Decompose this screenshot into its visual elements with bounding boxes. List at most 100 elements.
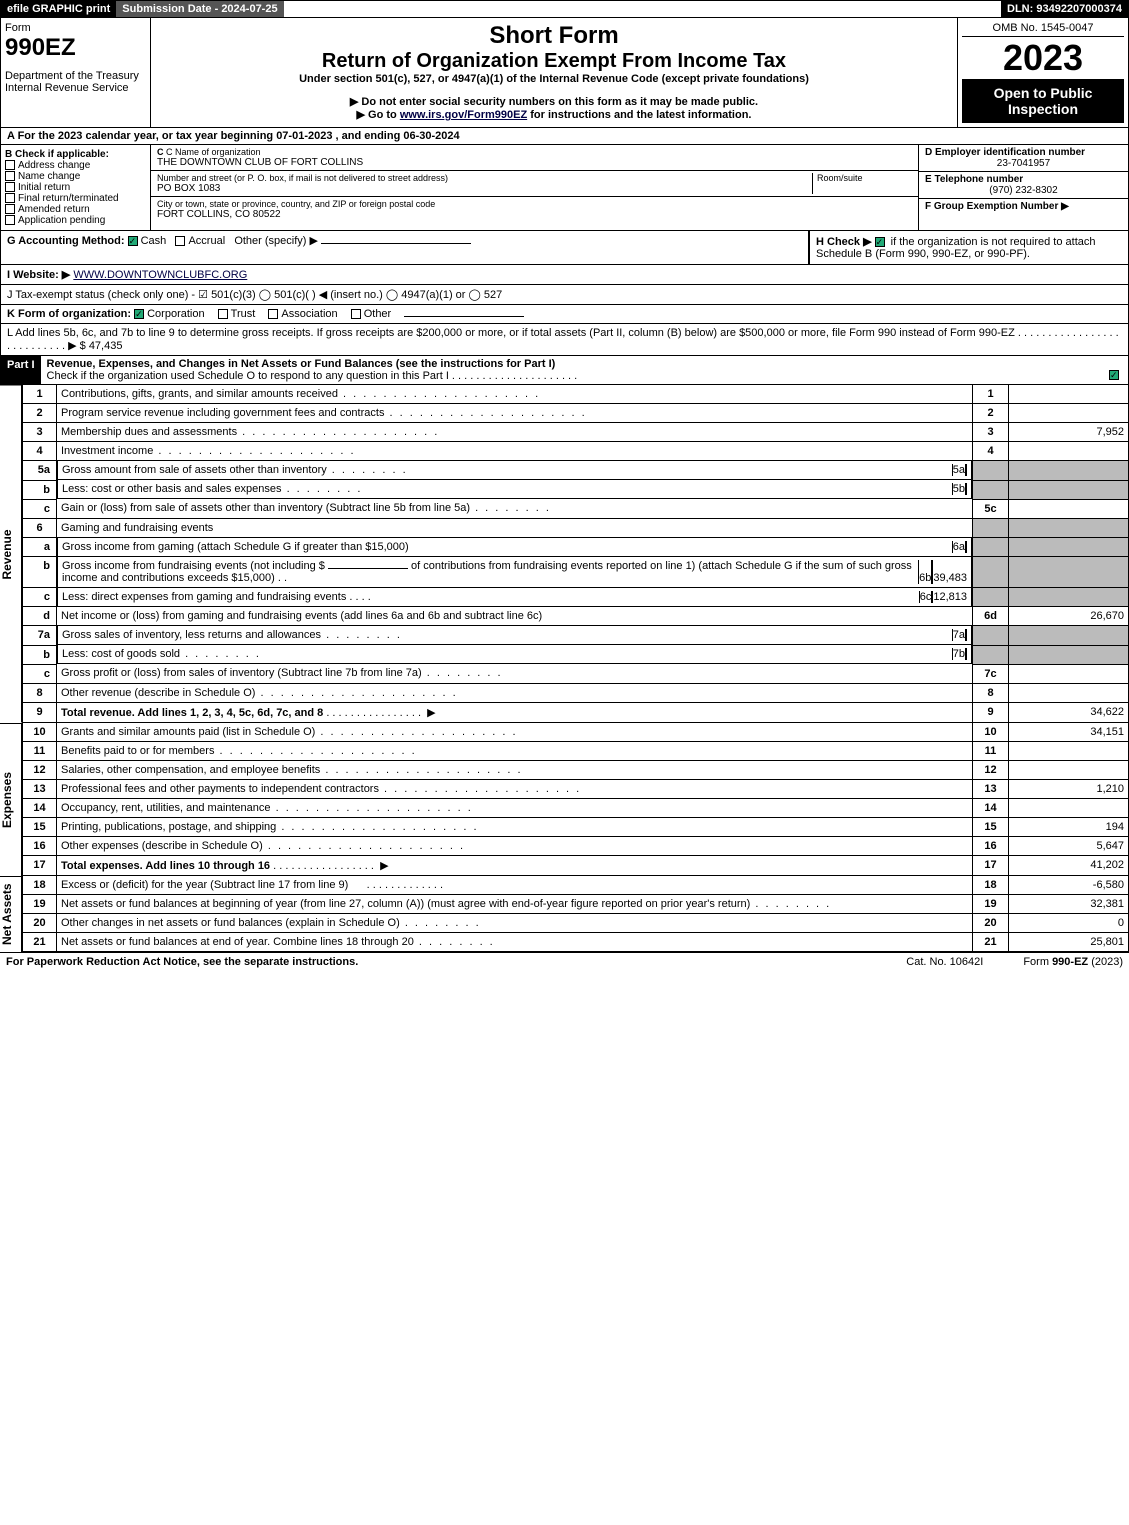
l5a-desc: Gross amount from sale of assets other t… <box>62 464 408 476</box>
chk-trust[interactable] <box>218 309 228 319</box>
chk-schedule-b[interactable] <box>875 237 885 247</box>
row-j: J Tax-exempt status (check only one) - ☑… <box>0 285 1129 305</box>
chk-name-change[interactable] <box>5 171 15 181</box>
accounting-method-label: G Accounting Method: <box>7 235 125 247</box>
footer-left: For Paperwork Reduction Act Notice, see … <box>6 956 866 968</box>
row-g: G Accounting Method: Cash Accrual Other … <box>0 231 809 265</box>
chk-address-change[interactable] <box>5 160 15 170</box>
l3-val: 7,952 <box>1009 423 1129 442</box>
revenue-side-label: Revenue <box>0 385 22 723</box>
line-21: 21Net assets or fund balances at end of … <box>23 932 1129 951</box>
revenue-table: 1Contributions, gifts, grants, and simil… <box>22 385 1129 723</box>
line-19: 19Net assets or fund balances at beginni… <box>23 894 1129 913</box>
header-center: Short Form Return of Organization Exempt… <box>151 18 958 127</box>
opt-other: Other (specify) ▶ <box>234 235 318 247</box>
part1-title: Revenue, Expenses, and Changes in Net As… <box>41 356 1128 384</box>
street-label: Number and street (or P. O. box, if mail… <box>157 173 812 183</box>
netassets-side-label: Net Assets <box>0 876 22 952</box>
irs-link[interactable]: www.irs.gov/Form990EZ <box>400 109 527 121</box>
l8-desc: Other revenue (describe in Schedule O) <box>61 687 458 699</box>
l6a-desc: Gross income from gaming (attach Schedul… <box>62 541 952 553</box>
chk-initial-return[interactable] <box>5 182 15 192</box>
group-exemption-text: F Group Exemption Number ▶ <box>925 201 1069 212</box>
spacer <box>284 1 1001 17</box>
line-16: 16Other expenses (describe in Schedule O… <box>23 836 1129 855</box>
l4-desc: Investment income <box>61 445 356 457</box>
chk-other-org[interactable] <box>351 309 361 319</box>
opt-corporation: Corporation <box>147 308 204 320</box>
chk-association[interactable] <box>268 309 278 319</box>
subtitle: Return of Organization Exempt From Incom… <box>155 50 953 73</box>
part1-header-row: Part I Revenue, Expenses, and Changes in… <box>0 356 1129 385</box>
footer-right-post: (2023) <box>1088 956 1123 968</box>
opt-trust: Trust <box>231 308 256 320</box>
l10-desc: Grants and similar amounts paid (list in… <box>61 726 518 738</box>
l12-desc: Salaries, other compensation, and employ… <box>61 764 523 776</box>
line-6c: cLess: direct expenses from gaming and f… <box>23 588 1129 607</box>
l20-desc: Other changes in net assets or fund bala… <box>61 917 481 929</box>
l6d-val: 26,670 <box>1009 607 1129 626</box>
line-8: 8Other revenue (describe in Schedule O)8 <box>23 683 1129 702</box>
efile-print-label[interactable]: efile GRAPHIC print <box>1 1 116 17</box>
l18-desc: Excess or (deficit) for the year (Subtra… <box>61 879 348 891</box>
opt-address-change: Address change <box>18 160 90 171</box>
opt-accrual: Accrual <box>188 235 225 247</box>
line-20: 20Other changes in net assets or fund ba… <box>23 913 1129 932</box>
line-12: 12Salaries, other compensation, and empl… <box>23 760 1129 779</box>
row-l: L Add lines 5b, 6c, and 7b to line 9 to … <box>0 324 1129 356</box>
l5c-desc: Gain or (loss) from sale of assets other… <box>61 502 551 514</box>
l9-val: 34,622 <box>1009 702 1129 722</box>
footer-right-pre: Form <box>1023 956 1052 968</box>
line-7b: bLess: cost of goods sold7b <box>23 645 1129 664</box>
l6-desc: Gaming and fundraising events <box>57 518 973 537</box>
h-label: H Check ▶ <box>816 236 875 248</box>
form-number: 990EZ <box>5 34 146 62</box>
chk-accrual[interactable] <box>175 236 185 246</box>
l9-desc: Total revenue. Add lines 1, 2, 3, 4, 5c,… <box>61 707 323 719</box>
l7b-desc: Less: cost of goods sold <box>62 648 261 660</box>
row-l-text: L Add lines 5b, 6c, and 7b to line 9 to … <box>7 327 1119 352</box>
org-info-block: B Check if applicable: Address change Na… <box>0 145 1129 231</box>
l20-val: 0 <box>1009 913 1129 932</box>
expenses-section: Expenses 10Grants and similar amounts pa… <box>0 723 1129 876</box>
note2-post: for instructions and the latest informat… <box>527 109 751 121</box>
footer-center: Cat. No. 10642I <box>866 956 1023 968</box>
line-15: 15Printing, publications, postage, and s… <box>23 817 1129 836</box>
dln-label: DLN: 93492207000374 <box>1001 1 1128 17</box>
chk-cash[interactable] <box>128 236 138 246</box>
line-5c: cGain or (loss) from sale of assets othe… <box>23 499 1129 518</box>
box-b-label: B Check if applicable: <box>5 149 146 160</box>
irs-label: Internal Revenue Service <box>5 82 146 94</box>
row-l-val: 47,435 <box>89 340 123 352</box>
chk-application-pending[interactable] <box>5 215 15 225</box>
line-6d: dNet income or (loss) from gaming and fu… <box>23 607 1129 626</box>
row-h: H Check ▶ if the organization is not req… <box>809 231 1129 265</box>
l16-desc: Other expenses (describe in Schedule O) <box>61 840 465 852</box>
l7c-desc: Gross profit or (loss) from sales of inv… <box>61 667 503 679</box>
line-6b: bGross income from fundraising events (n… <box>23 557 1129 588</box>
line-4: 4Investment income4 <box>23 442 1129 461</box>
line-18: 18Excess or (deficit) for the year (Subt… <box>23 876 1129 895</box>
room-label: Room/suite <box>817 173 912 183</box>
l6c-desc: Less: direct expenses from gaming and fu… <box>62 591 346 603</box>
l6c-val: 12,813 <box>932 591 967 603</box>
tax-year: 2023 <box>962 37 1124 79</box>
box-c: C C Name of organization THE DOWNTOWN CL… <box>151 145 918 230</box>
opt-association: Association <box>281 308 337 320</box>
row-i: I Website: ▶ WWW.DOWNTOWNCLUBFC.ORG <box>0 265 1129 285</box>
chk-corporation[interactable] <box>134 309 144 319</box>
l14-desc: Occupancy, rent, utilities, and maintena… <box>61 802 473 814</box>
line-7a: 7aGross sales of inventory, less returns… <box>23 626 1129 646</box>
chk-final-return[interactable] <box>5 193 15 203</box>
chk-amended-return[interactable] <box>5 204 15 214</box>
note-link-row: ▶ Go to www.irs.gov/Form990EZ for instru… <box>155 108 953 121</box>
form-word: Form <box>5 22 146 34</box>
note-ssn: ▶ Do not enter social security numbers o… <box>155 95 953 108</box>
opt-final-return: Final return/terminated <box>18 193 119 204</box>
chk-schedule-o[interactable] <box>1109 370 1119 380</box>
part1-label: Part I <box>1 356 41 384</box>
website-link[interactable]: WWW.DOWNTOWNCLUBFC.ORG <box>73 269 247 281</box>
opt-amended-return: Amended return <box>18 204 90 215</box>
l21-val: 25,801 <box>1009 932 1129 951</box>
header-right: OMB No. 1545-0047 2023 Open to Public In… <box>958 18 1128 127</box>
